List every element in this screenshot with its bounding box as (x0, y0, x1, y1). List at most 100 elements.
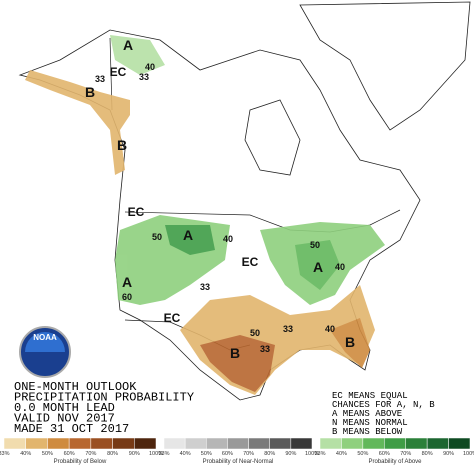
hudson-bay (244, 99, 301, 176)
legend-tick-label: 60% (64, 451, 75, 457)
greenland (299, 1, 471, 131)
legend-tick-label: 70% (400, 451, 411, 457)
outlook-line: VALID NOV 2017 (14, 412, 115, 426)
legend-tick-label: 40% (180, 451, 191, 457)
legend-tick-label: 33% (0, 451, 10, 457)
legend-title: Probability of Below (54, 459, 107, 465)
map-label: EC (128, 205, 145, 219)
legend-swatch (448, 437, 471, 450)
region-above-northwest-core (165, 225, 215, 255)
map-label: 33 (200, 282, 210, 292)
legend-tick-label: 60% (222, 451, 233, 457)
legend-title: Probability of Above (368, 459, 422, 465)
legend-swatch (290, 437, 313, 450)
legend-swatch (341, 437, 364, 450)
map-label: 33 (260, 344, 270, 354)
forecast-regions (25, 35, 385, 395)
legend-swatch (68, 437, 92, 450)
map-label: B (345, 334, 355, 350)
map-label: B (230, 345, 240, 361)
map-label: 40 (325, 324, 335, 334)
legend-tick-label: 100% (305, 451, 319, 457)
map-label: 50 (310, 240, 320, 250)
region-below-alaska (25, 70, 130, 175)
legend-tick-label: 50% (42, 451, 53, 457)
legend-swatch (269, 437, 292, 450)
legend-swatch (47, 437, 70, 450)
legend-tick-label: 80% (107, 451, 118, 457)
outlook-line: ONE-MONTH OUTLOOK (14, 380, 137, 394)
map-label: EC (164, 311, 181, 325)
legend-tick-label: 80% (264, 451, 275, 457)
map-label: 40 (335, 262, 345, 272)
legend-tick-label: 80% (422, 451, 433, 457)
map-label: 33 (139, 72, 149, 82)
map-label: A (183, 227, 193, 243)
key-line: A MEANS ABOVE (332, 409, 402, 419)
legend-swatch (384, 437, 406, 450)
legend-swatch (362, 437, 385, 450)
legend-tick-label: 33% (314, 451, 325, 457)
legend: 33% 40% 50% 60% 70% 80% 90% 100% Probability of … (0, 437, 474, 465)
legend-tick-label: 33% (158, 451, 169, 457)
legend-tick-label: 70% (85, 451, 96, 457)
region-above-great-lakes-core (295, 240, 340, 290)
legend-tick-label: 90% (443, 451, 454, 457)
map-label: A (123, 37, 133, 53)
map-label: EC (110, 65, 127, 79)
legend-tick-label: 70% (243, 451, 254, 457)
legend-swatch (227, 437, 249, 450)
logo-text: NOAA (33, 333, 57, 342)
legend-tick-label: 40% (20, 451, 31, 457)
key-line: CHANCES FOR A, N, B (332, 400, 435, 410)
legend-swatch (319, 437, 342, 450)
noaa-logo: NOAA (19, 326, 71, 378)
legend-tick-label: 50% (357, 451, 368, 457)
key-line: EC MEANS EQUAL (332, 391, 408, 401)
map-label: A (122, 274, 132, 290)
map-label: 40 (223, 234, 233, 244)
legend-tick-label: 40% (336, 451, 347, 457)
region-above-alaska (110, 35, 165, 75)
region-below-florida (330, 318, 370, 368)
legend-swatch (90, 437, 113, 450)
legend-title: Probability of Near-Normal (203, 459, 274, 465)
map-label: A (313, 259, 323, 275)
outlook-line: 0.0 MONTH LEAD (14, 401, 115, 415)
legend-swatch (206, 437, 228, 450)
logo-sky (25, 332, 65, 352)
map-label: 50 (250, 328, 260, 338)
legend-tick-label: 100% (149, 451, 163, 457)
legend-swatch (248, 437, 270, 450)
legend-swatch (3, 437, 26, 450)
legend-swatch (405, 437, 428, 450)
map-label: 40 (145, 62, 155, 72)
legend-tick-label: 50% (201, 451, 212, 457)
map-label: EC (242, 255, 259, 269)
map-label: 60 (122, 292, 132, 302)
key-line: N MEANS NORMAL (332, 418, 408, 428)
legend-tick-label: 60% (379, 451, 390, 457)
legend-swatch (134, 437, 157, 450)
key-line: B MEANS BELOW (332, 427, 403, 437)
map-label: 33 (283, 324, 293, 334)
legend-tick-label: 100% (463, 451, 474, 457)
legend-tick-label: 90% (129, 451, 140, 457)
map-label: B (85, 84, 95, 100)
outlook-line: MADE 31 OCT 2017 (14, 422, 129, 436)
legend-swatch (426, 437, 449, 450)
legend-swatch (163, 437, 186, 450)
legend-swatch (25, 437, 48, 450)
outlook-line: PRECIPITATION PROBABILITY (14, 391, 194, 405)
map-label: 50 (152, 232, 162, 242)
region-below-texas (200, 335, 275, 392)
map-label: B (117, 137, 127, 153)
legend-swatch (112, 437, 135, 450)
legend-swatch (184, 437, 207, 450)
legend-tick-label: 90% (285, 451, 296, 457)
map-label: 33 (95, 74, 105, 84)
